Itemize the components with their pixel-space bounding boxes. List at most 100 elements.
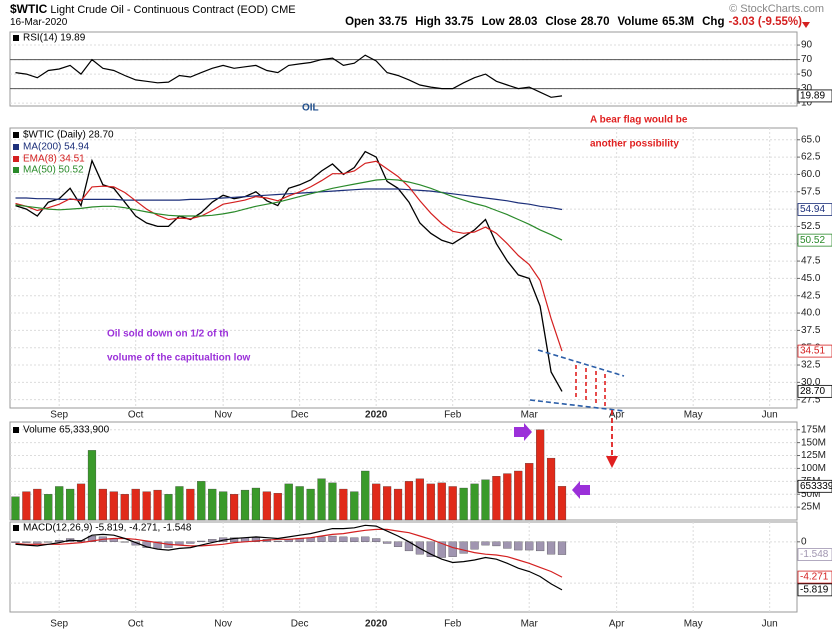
bar xyxy=(514,541,523,551)
y-tick-label: 30.0 xyxy=(801,377,821,388)
value-box xyxy=(797,203,832,216)
bar xyxy=(284,483,293,521)
quote-label: Volume xyxy=(617,16,659,28)
bar xyxy=(328,482,337,521)
instrument-name: Light Crude Oil - Continuous Contract (E… xyxy=(50,4,269,16)
quote-label: Chg xyxy=(702,16,725,28)
quote-value: 65.3M xyxy=(662,16,695,28)
bar xyxy=(437,482,446,521)
annotation: OIL xyxy=(302,103,319,114)
series-line xyxy=(15,524,563,591)
bar xyxy=(393,488,403,521)
bar xyxy=(153,541,162,549)
x-tick-label: 2020 xyxy=(365,619,388,630)
y-tick-label: 65.0 xyxy=(801,134,821,145)
bar xyxy=(372,483,381,521)
bar xyxy=(492,476,501,521)
series-line xyxy=(15,54,563,98)
y-tick-label: 70 xyxy=(801,54,813,65)
bar xyxy=(295,486,304,521)
value-box-label: 54.94 xyxy=(800,204,825,215)
legend-swatch xyxy=(13,35,19,41)
bar xyxy=(87,535,97,542)
bar xyxy=(22,491,31,521)
legend-entry: EMA(8) 34.51 xyxy=(23,154,85,165)
x-tick-label: Dec xyxy=(291,410,309,421)
x-tick-label: May xyxy=(684,410,703,421)
value-box xyxy=(797,583,832,597)
symbol: $WTIC xyxy=(10,2,48,16)
bar xyxy=(448,541,457,557)
y-tick-label: 47.5 xyxy=(801,256,821,267)
series-line xyxy=(15,528,563,578)
bar xyxy=(459,541,468,554)
quote-value: 28.03 xyxy=(508,16,538,28)
credit: © StockCharts.com xyxy=(729,3,824,15)
value-box xyxy=(797,233,832,247)
bar xyxy=(546,541,556,555)
bar xyxy=(164,494,173,521)
bar xyxy=(229,537,239,542)
bar xyxy=(415,478,424,521)
value-box xyxy=(797,344,832,358)
legend-swatch xyxy=(13,144,19,150)
projection-arrowhead xyxy=(606,456,618,468)
x-tick-label: Jun xyxy=(762,619,778,630)
bar xyxy=(131,488,140,521)
annotation: another possibility xyxy=(590,139,679,150)
bar xyxy=(383,541,392,544)
bar xyxy=(503,473,512,521)
bar xyxy=(44,494,53,521)
y-tick-label: 10 xyxy=(801,98,813,109)
series-line xyxy=(15,188,563,211)
bar xyxy=(251,537,261,542)
panels: 90 70 50 30 10 RSI(14) 19.89 65.0 62.5 60.0 57.5 5… xyxy=(9,31,826,630)
bar xyxy=(153,489,162,521)
bar xyxy=(55,486,64,521)
bar xyxy=(426,483,435,521)
bar xyxy=(361,470,370,521)
bar xyxy=(33,488,42,521)
quote-value: 28.70 xyxy=(580,16,610,28)
bar xyxy=(437,541,446,558)
y-tick-label: 62.5 xyxy=(801,152,821,163)
panel-frame xyxy=(9,421,798,521)
quote-value: 33.75 xyxy=(444,16,474,28)
x-tick-label: Sep xyxy=(50,619,68,630)
bar xyxy=(87,450,97,521)
bar xyxy=(393,541,403,547)
bar xyxy=(22,541,31,543)
bar xyxy=(273,493,282,521)
flag-upper-line xyxy=(537,349,625,377)
bar xyxy=(339,536,348,542)
x-tick-label: Dec xyxy=(291,619,309,630)
bar xyxy=(546,457,556,521)
y-tick-label: 45.0 xyxy=(801,273,821,284)
quote-label: Low xyxy=(481,16,505,28)
bar xyxy=(262,491,271,521)
y-tick-label: 100M xyxy=(801,463,826,474)
legend-entry: MA(200) 54.94 xyxy=(23,142,90,153)
bar xyxy=(142,491,151,521)
x-tick-label: 2020 xyxy=(365,410,388,421)
y-tick-label: 37.5 xyxy=(801,325,821,336)
value-box xyxy=(797,384,832,398)
bar xyxy=(317,536,326,542)
purple-arrow-left xyxy=(572,481,590,499)
y-tick-label: 25M xyxy=(801,502,820,513)
bar xyxy=(197,481,206,521)
annotation: volume of the capitualtion low xyxy=(107,353,251,364)
bar xyxy=(536,429,545,521)
y-tick-label: 150M xyxy=(801,437,826,448)
bar xyxy=(328,535,337,542)
y-tick-label: 90 xyxy=(801,40,813,51)
panel-frame xyxy=(9,521,798,613)
series-line xyxy=(15,160,563,352)
quote-label: Open xyxy=(345,16,375,28)
y-tick-label: 50M xyxy=(801,489,820,500)
value-box-label: 34.51 xyxy=(800,346,825,357)
y-tick-label: 0 xyxy=(801,536,807,547)
bar xyxy=(251,487,261,521)
y-tick-label: 50 xyxy=(801,69,813,80)
y-tick-label: 52.5 xyxy=(801,221,821,232)
